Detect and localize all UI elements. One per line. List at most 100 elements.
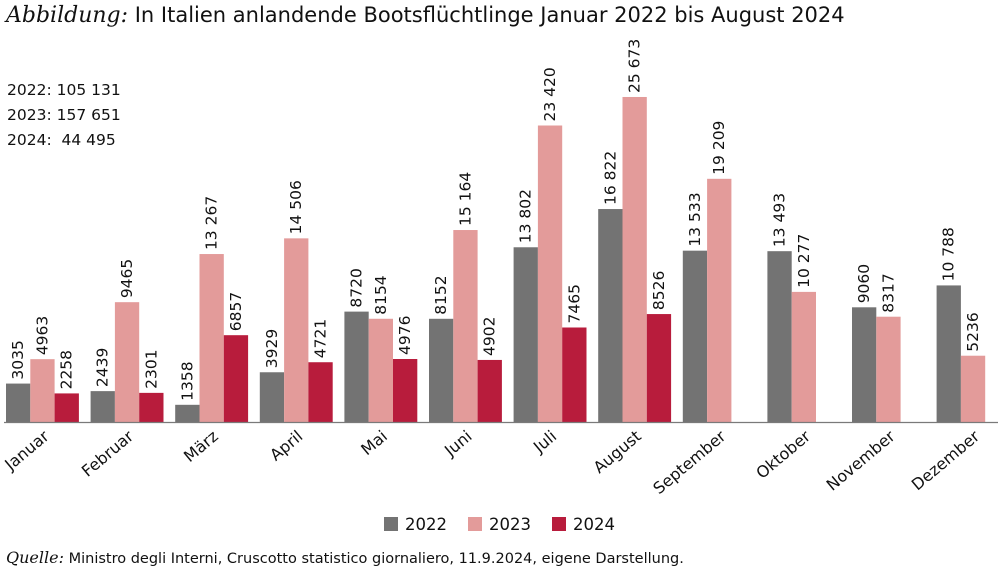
data-label-2024-August: 8526	[650, 271, 668, 310]
data-label-2024-April: 4721	[312, 319, 330, 358]
bar-2024-März	[223, 335, 249, 422]
data-label-2023-Januar: 4963	[33, 316, 51, 355]
data-label-2024-Mai: 4976	[396, 316, 414, 355]
bar-2023-März	[199, 254, 224, 422]
bar-2022-Februar	[90, 391, 115, 422]
total-value: 105 131	[56, 81, 121, 99]
bar-2024-Januar	[54, 393, 79, 422]
legend: 2022 2023 2024	[384, 511, 636, 537]
bar-2022-Januar	[6, 383, 31, 422]
chart-title: Abbildung: In Italien anlandende Bootsfl…	[6, 0, 845, 34]
bar-2023-Mai	[368, 318, 393, 422]
legend-swatch-2022	[384, 517, 398, 531]
data-label-2022-April: 3929	[263, 329, 281, 368]
data-label-2024-Juli: 7465	[565, 284, 583, 323]
bar-2022-Oktober	[767, 251, 792, 422]
legend-swatch-2024	[552, 517, 566, 531]
data-label-2024-Januar: 2258	[58, 350, 76, 389]
total-label: 2023:	[7, 106, 52, 124]
legend-label-2022: 2022	[405, 514, 447, 534]
category-label-Mai: Mai	[357, 427, 391, 460]
data-label-2022-Mai: 8720	[348, 268, 366, 307]
totals-box: 2022: 105 131 2023: 157 651 2024: 44 495	[7, 78, 121, 153]
bar-2022-November	[852, 307, 877, 422]
data-label-2023-April: 14 506	[287, 180, 305, 234]
bar-2023-November	[876, 316, 901, 422]
bar-2023-Februar	[114, 302, 140, 422]
legend-item-2024: 2024	[552, 515, 615, 534]
bar-2023-Dezember	[960, 355, 986, 422]
data-label-2022-Dezember: 10 788	[940, 227, 958, 281]
bar-2023-Oktober	[791, 291, 816, 422]
data-label-2023-Dezember: 5236	[964, 312, 982, 351]
bar-2023-September	[707, 178, 732, 422]
total-label: 2022:	[7, 81, 52, 99]
legend-swatch-2023	[468, 517, 482, 531]
total-row-2023: 2023: 157 651	[7, 103, 121, 128]
bar-2023-Januar	[30, 359, 55, 422]
data-label-2023-Oktober: 10 277	[795, 234, 813, 288]
category-label-August: August	[590, 427, 645, 478]
bar-2023-August	[622, 96, 647, 422]
bar-2024-Juli	[562, 327, 587, 422]
category-label-Juni: Juni	[440, 427, 476, 461]
data-label-2022-Oktober: 13 493	[771, 193, 789, 247]
bar-2022-Juni	[429, 318, 454, 422]
category-label-November: November	[823, 426, 899, 494]
data-label-2024-Juni: 4902	[481, 316, 499, 355]
total-value: 157 651	[56, 106, 121, 124]
bar-2022-Dezember	[936, 285, 961, 422]
data-label-2022-August: 16 822	[601, 151, 619, 205]
data-label-2022-März: 1358	[178, 361, 196, 400]
bar-2022-Mai	[344, 311, 369, 422]
data-label-2023-Juli: 23 420	[541, 67, 559, 121]
bar-2023-April	[284, 238, 309, 422]
category-label-September: September	[649, 426, 729, 498]
bar-2024-Juni	[477, 359, 502, 422]
data-label-2024-März: 6857	[227, 292, 245, 331]
bar-2022-März	[175, 404, 200, 422]
category-label-Juli: Juli	[529, 427, 560, 457]
category-label-Oktober: Oktober	[752, 426, 814, 482]
data-label-2024-Februar: 2301	[142, 349, 160, 388]
total-label: 2024:	[7, 131, 52, 149]
bar-2024-August	[646, 314, 672, 422]
total-value: 44 495	[56, 131, 116, 149]
data-label-2023-August: 25 673	[626, 39, 644, 93]
category-label-Februar: Februar	[78, 426, 138, 480]
data-label-2022-September: 13 533	[686, 192, 704, 246]
bar-2024-April	[308, 362, 333, 422]
source-note: Quelle: Ministro degli Interni, Cruscott…	[6, 548, 684, 567]
category-label-März: März	[180, 427, 222, 466]
bar-2022-September	[682, 250, 708, 422]
bar-2022-April	[259, 372, 285, 422]
data-label-2023-November: 8317	[879, 273, 897, 312]
total-row-2024: 2024: 44 495	[7, 128, 121, 153]
bar-2024-Februar	[139, 392, 164, 422]
data-label-2022-November: 9060	[855, 264, 873, 303]
data-label-2022-Juli: 13 802	[517, 189, 535, 243]
bar-2023-Juli	[537, 125, 563, 422]
data-label-2023-März: 13 267	[203, 196, 221, 250]
data-label-2023-September: 19 209	[710, 121, 728, 175]
legend-item-2023: 2023	[468, 515, 531, 534]
bar-2022-Juli	[513, 247, 538, 422]
legend-label-2024: 2024	[573, 514, 615, 534]
category-label-Dezember: Dezember	[908, 426, 984, 494]
data-label-2023-Mai: 8154	[372, 275, 390, 314]
source-text: Ministro degli Interni, Cruscotto statis…	[68, 551, 684, 567]
bar-2023-Juni	[453, 230, 478, 422]
title-text: In Italien anlandende Bootsflüchtlinge J…	[134, 3, 845, 27]
data-label-2023-Februar: 9465	[118, 259, 136, 298]
data-label-2022-Januar: 3035	[9, 340, 27, 379]
legend-item-2022: 2022	[384, 515, 447, 534]
category-label-Januar: Januar	[0, 426, 53, 474]
bar-2022-August	[598, 209, 623, 422]
title-prefix: Abbildung:	[6, 3, 129, 28]
data-label-2022-Februar: 2439	[94, 348, 112, 387]
source-prefix: Quelle:	[6, 548, 64, 567]
category-label-April: April	[266, 427, 306, 465]
total-row-2022: 2022: 105 131	[7, 78, 121, 103]
data-label-2022-Juni: 8152	[432, 275, 450, 314]
bar-2024-Mai	[393, 359, 418, 422]
